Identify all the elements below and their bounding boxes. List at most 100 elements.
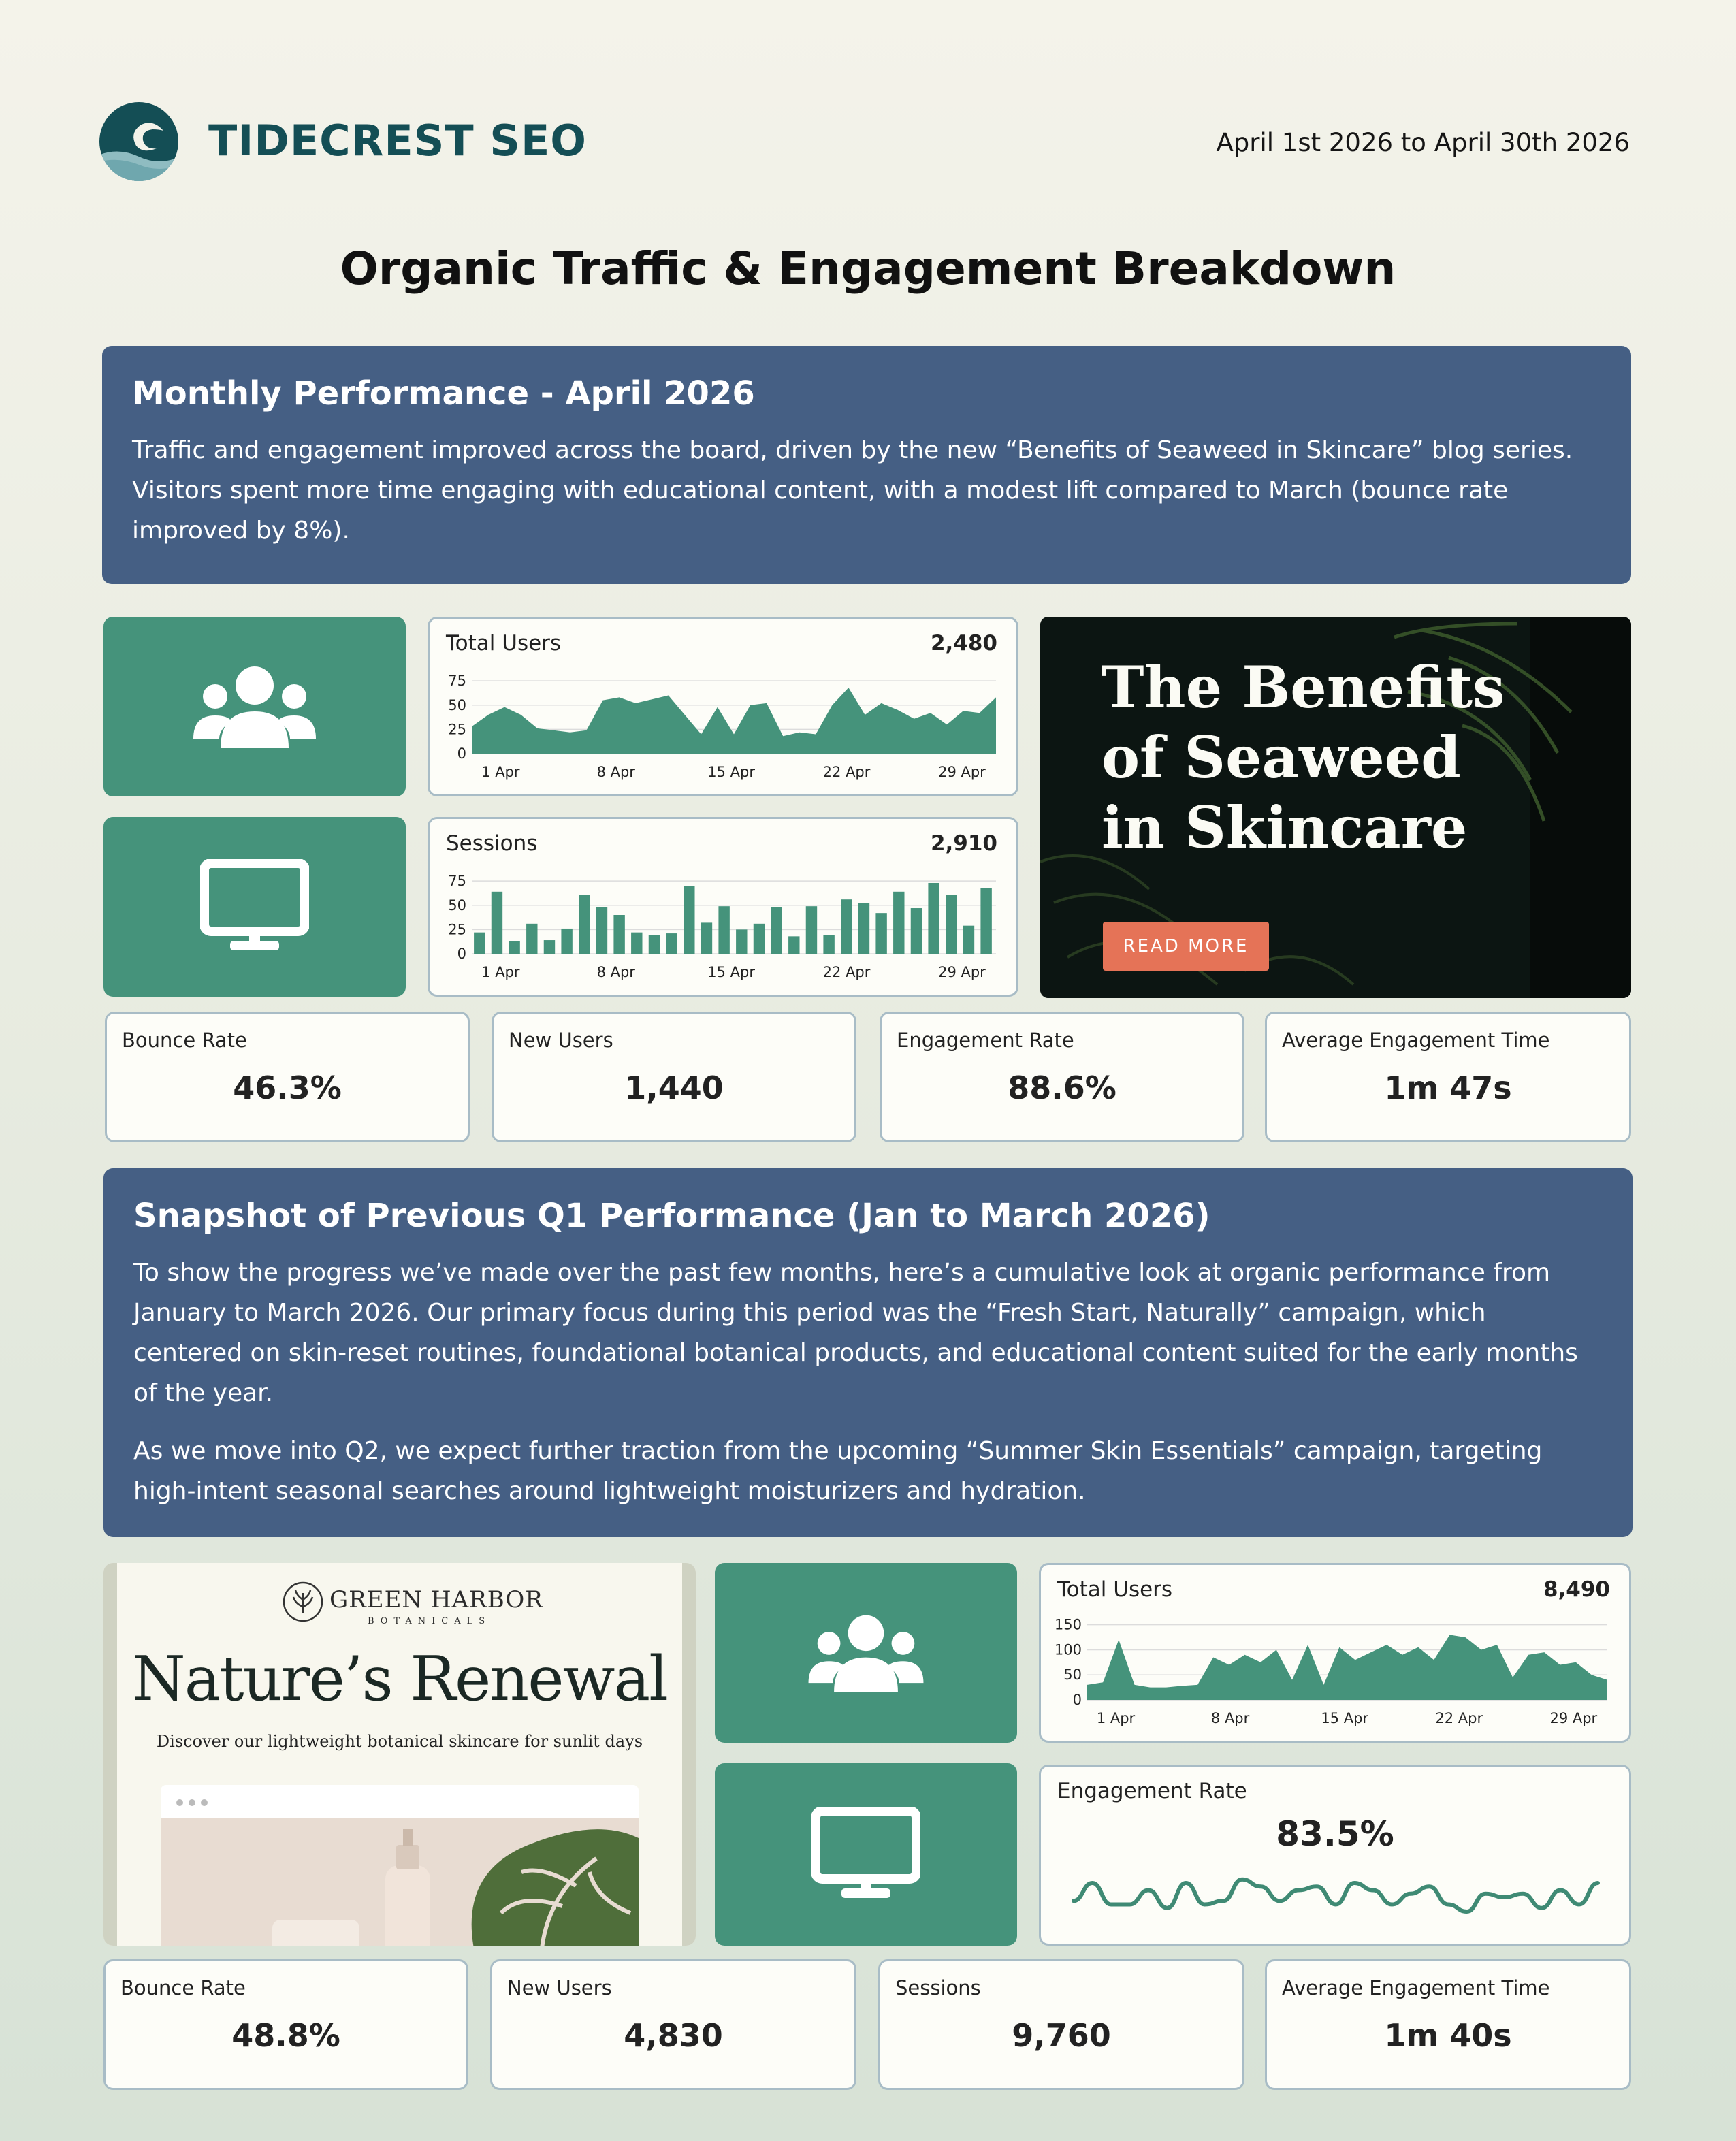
- monitor-icon: [811, 1807, 920, 1898]
- monthly-body: Traffic and engagement improved across t…: [132, 436, 1573, 545]
- stat-label: Sessions: [895, 1976, 981, 1999]
- x-tick-label: 22 Apr: [823, 764, 871, 780]
- stat-label: Bounce Rate: [120, 1976, 246, 1999]
- bar: [613, 915, 625, 954]
- y-tick-label: 0: [1073, 1692, 1082, 1708]
- q1-total-users-chart-card: Total Users 8,490 0 50 100 150 1 Apr 8 Apr 15 …: [1039, 1563, 1631, 1743]
- x-tick-label: 29 Apr: [1549, 1710, 1597, 1726]
- y-tick-label: 100: [1055, 1641, 1082, 1658]
- x-tick-label: 1 Apr: [1097, 1710, 1136, 1726]
- sessions-chart-card: Sessions 2,910 0 25 50 75 1 Apr 8 Apr 15 Apr 22…: [428, 817, 1018, 997]
- stat-value: 1,440: [624, 1069, 724, 1106]
- stat-value: 88.6%: [1008, 1069, 1116, 1106]
- x-tick-label: 22 Apr: [823, 964, 871, 980]
- monthly-summary-panel: Monthly Performance - April 2026 Traffic…: [102, 346, 1631, 584]
- monitor-tile: [103, 817, 406, 997]
- report-date-range: April 1st 2026 to April 30th 2026: [1216, 128, 1630, 157]
- area-series: [1087, 1635, 1607, 1700]
- y-tick-label: 75: [448, 673, 466, 689]
- x-tick-label: 1 Apr: [481, 764, 520, 780]
- area-series: [472, 688, 996, 754]
- brand-logo: [98, 99, 180, 184]
- monthly-heading: Monthly Performance - April 2026: [132, 374, 755, 413]
- stat-card-new-users: New Users 1,440: [492, 1012, 856, 1142]
- bar: [928, 882, 939, 954]
- y-tick-label: 50: [1063, 1667, 1082, 1683]
- chart-label: Total Users: [1057, 1577, 1173, 1602]
- chart-label: Sessions: [446, 831, 538, 856]
- stat-label: Average Engagement Time: [1282, 1976, 1550, 1999]
- q1-body-1: To show the progress we’ve made over the…: [133, 1259, 1578, 1407]
- bar: [684, 886, 695, 954]
- bar: [579, 895, 590, 954]
- bar: [648, 935, 660, 954]
- read-more-button[interactable]: READ MORE: [1103, 922, 1269, 971]
- stat-label: Bounce Rate: [122, 1029, 247, 1052]
- campaign-brand-sub: BOTANICALS: [368, 1616, 492, 1626]
- y-tick-label: 25: [448, 721, 466, 737]
- bar: [509, 941, 520, 954]
- stat-card-avg-engagement-time: Average Engagement Time 1m 47s: [1265, 1012, 1631, 1142]
- chart-label: Total Users: [446, 631, 562, 656]
- x-tick-label: 15 Apr: [707, 964, 755, 980]
- q1-engagement-chart-card: Engagement Rate 83.5%: [1039, 1765, 1631, 1946]
- q1-stat-card-sessions: Sessions 9,760: [878, 1959, 1244, 2090]
- campaign-subtitle: Discover our lightweight botanical skinc…: [156, 1732, 643, 1751]
- bar: [736, 929, 748, 954]
- bar: [910, 908, 922, 954]
- blog-banner: The Benefits of Seaweed in Skincare READ…: [1040, 617, 1631, 998]
- bar: [963, 925, 975, 954]
- chart-label: Engagement Rate: [1057, 1779, 1247, 1803]
- bar: [666, 933, 677, 954]
- y-tick-label: 150: [1055, 1617, 1082, 1633]
- q1-stat-card-new-users: New Users 4,830: [490, 1959, 856, 2090]
- bar: [980, 888, 992, 954]
- bar: [596, 907, 608, 954]
- wave-logo-icon: [99, 102, 178, 181]
- blog-title: The Benefits of Seaweed in Skincare: [1102, 654, 1505, 861]
- bar: [491, 891, 503, 954]
- campaign-preview: GREEN HARBOR BOTANICALS Nature’s Renewal…: [103, 1563, 696, 1946]
- q1-users-tile: [715, 1563, 1017, 1743]
- monitor-icon: [200, 859, 309, 950]
- stat-value: 48.8%: [231, 2017, 340, 2054]
- users-tile: [103, 617, 406, 796]
- bar: [701, 922, 713, 954]
- bar: [561, 928, 573, 954]
- x-tick-label: 1 Apr: [481, 964, 520, 980]
- x-tick-label: 29 Apr: [938, 764, 986, 780]
- x-tick-label: 8 Apr: [597, 964, 636, 980]
- q1-stat-card-avg-engagement-time: Average Engagement Time 1m 40s: [1265, 1959, 1631, 2090]
- bar: [543, 940, 556, 954]
- q1-summary-panel: Snapshot of Previous Q1 Performance (Jan…: [103, 1168, 1633, 1537]
- engagement-value: 83.5%: [1276, 1814, 1394, 1854]
- y-tick-label: 50: [448, 897, 466, 914]
- stat-label: Average Engagement Time: [1282, 1029, 1550, 1052]
- campaign-brand: GREEN HARBOR: [329, 1586, 543, 1613]
- bar: [631, 932, 643, 954]
- y-tick-label: 50: [448, 697, 466, 713]
- q1-body-2: As we move into Q2, we expect further tr…: [133, 1437, 1543, 1505]
- bar: [474, 932, 485, 954]
- bar: [858, 903, 870, 954]
- browser-dots-icon: [176, 1799, 208, 1806]
- seaweed-background-icon: [1040, 617, 1631, 998]
- stat-label: Engagement Rate: [897, 1029, 1074, 1052]
- q1-stat-card-bounce-rate: Bounce Rate 48.8%: [103, 1959, 468, 2090]
- stat-card-bounce-rate: Bounce Rate 46.3%: [105, 1012, 470, 1142]
- bar: [893, 891, 905, 954]
- bar: [788, 936, 800, 954]
- page-title: Organic Traffic & Engagement Breakdown: [340, 242, 1396, 295]
- bar: [753, 923, 765, 954]
- users-icon: [808, 1615, 924, 1692]
- bar: [771, 907, 782, 954]
- campaign-title: Nature’s Renewal: [132, 1643, 669, 1715]
- q1-engagement-line-chart: [1072, 1877, 1600, 1914]
- stat-value: 46.3%: [233, 1069, 342, 1106]
- chart-total: 2,480: [930, 631, 997, 656]
- stat-value: 4,830: [624, 2017, 723, 2054]
- total-users-chart-card: Total Users 2,480 0 25 50 75 1 Apr 8 Apr 15 Ap…: [428, 617, 1018, 796]
- x-tick-label: 29 Apr: [938, 964, 986, 980]
- users-icon: [193, 666, 316, 748]
- x-tick-label: 22 Apr: [1435, 1710, 1483, 1726]
